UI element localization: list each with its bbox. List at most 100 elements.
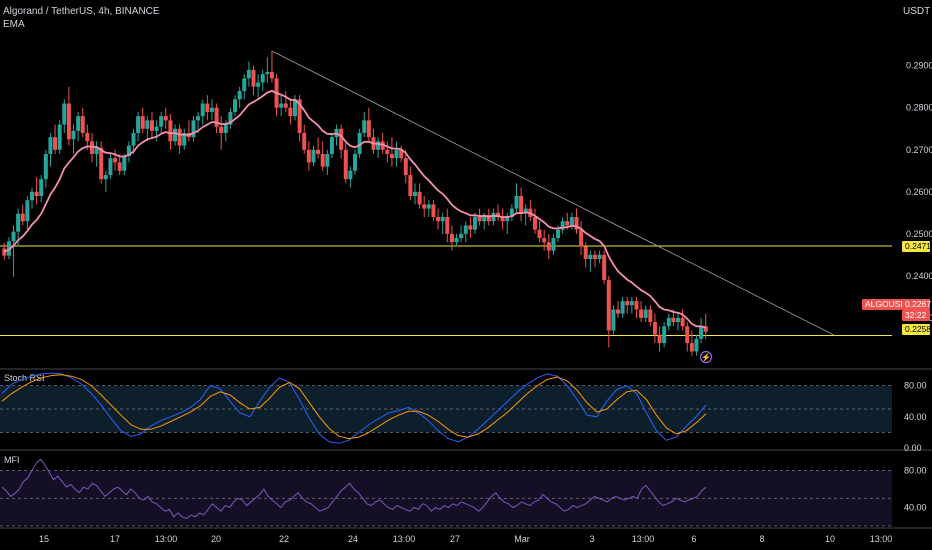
- candle-body[interactable]: [620, 301, 625, 314]
- candle-body[interactable]: [436, 217, 441, 222]
- candle-body[interactable]: [362, 120, 367, 133]
- candle-body[interactable]: [523, 208, 528, 213]
- candle-body[interactable]: [140, 116, 145, 129]
- candle-body[interactable]: [6, 241, 11, 256]
- candle-body[interactable]: [168, 120, 173, 142]
- candle-body[interactable]: [357, 132, 362, 154]
- candle-body[interactable]: [25, 200, 30, 222]
- stoch-title[interactable]: Stoch RSI: [4, 373, 45, 383]
- candle-body[interactable]: [136, 116, 141, 133]
- candle-body[interactable]: [676, 317, 681, 323]
- candle-body[interactable]: [556, 229, 561, 239]
- candle-body[interactable]: [560, 221, 565, 230]
- candle-body[interactable]: [214, 107, 219, 127]
- candle-body[interactable]: [80, 116, 85, 133]
- candle-body[interactable]: [39, 179, 44, 196]
- candle-body[interactable]: [519, 196, 524, 213]
- candle-body[interactable]: [320, 153, 325, 167]
- candle-body[interactable]: [611, 309, 616, 331]
- candle-body[interactable]: [426, 204, 431, 209]
- candle-body[interactable]: [454, 238, 459, 243]
- candle-body[interactable]: [316, 149, 321, 154]
- candle-body[interactable]: [103, 174, 108, 180]
- candle-body[interactable]: [191, 120, 196, 138]
- candle-body[interactable]: [53, 137, 58, 150]
- candle-body[interactable]: [34, 191, 39, 196]
- candle-body[interactable]: [246, 69, 251, 79]
- candle-body[interactable]: [440, 217, 445, 222]
- candle-body[interactable]: [163, 116, 168, 121]
- candle-body[interactable]: [94, 147, 99, 154]
- candle-body[interactable]: [256, 82, 261, 87]
- candle-body[interactable]: [412, 191, 417, 196]
- candle-body[interactable]: [265, 72, 270, 75]
- candle-body[interactable]: [399, 149, 404, 159]
- candle-body[interactable]: [343, 149, 348, 180]
- candle-body[interactable]: [219, 126, 224, 133]
- candle-body[interactable]: [592, 254, 597, 260]
- alert-icon[interactable]: [699, 350, 713, 364]
- stoch-series-line[interactable]: [1, 374, 707, 440]
- candle-body[interactable]: [666, 317, 671, 327]
- candle-body[interactable]: [389, 153, 394, 159]
- candle-body[interactable]: [542, 238, 547, 243]
- candle-body[interactable]: [348, 170, 353, 180]
- candle-body[interactable]: [496, 212, 501, 218]
- candle-body[interactable]: [445, 217, 450, 234]
- candle-body[interactable]: [537, 229, 542, 239]
- candle-body[interactable]: [251, 69, 256, 87]
- candle-body[interactable]: [699, 326, 704, 339]
- candle-body[interactable]: [468, 225, 473, 230]
- ema-indicator-label[interactable]: EMA: [3, 19, 25, 30]
- candle-body[interactable]: [588, 254, 593, 260]
- candle-body[interactable]: [385, 149, 390, 154]
- candle-body[interactable]: [329, 137, 334, 154]
- candle-body[interactable]: [509, 208, 514, 218]
- candle-body[interactable]: [546, 242, 551, 251]
- candle-body[interactable]: [48, 137, 53, 154]
- candle-body[interactable]: [643, 309, 648, 318]
- candle-body[interactable]: [209, 107, 214, 112]
- candle-body[interactable]: [76, 116, 81, 131]
- candle-body[interactable]: [606, 280, 611, 331]
- candle-body[interactable]: [288, 107, 293, 117]
- candle-body[interactable]: [302, 132, 307, 150]
- candle-body[interactable]: [353, 153, 357, 171]
- candle-body[interactable]: [459, 233, 464, 239]
- candle-body[interactable]: [376, 141, 381, 150]
- candle-body[interactable]: [662, 326, 667, 344]
- candle-body[interactable]: [634, 301, 639, 310]
- candle-body[interactable]: [149, 120, 154, 131]
- candle-body[interactable]: [394, 149, 399, 159]
- candle-body[interactable]: [117, 162, 122, 171]
- candle-body[interactable]: [486, 214, 491, 222]
- candle-body[interactable]: [680, 317, 685, 327]
- candle-body[interactable]: [242, 78, 247, 91]
- candle-body[interactable]: [671, 317, 676, 323]
- candle-body[interactable]: [99, 147, 104, 180]
- candle-body[interactable]: [237, 90, 242, 100]
- candle-body[interactable]: [449, 233, 454, 243]
- candle-body[interactable]: [71, 130, 76, 140]
- candle-body[interactable]: [602, 254, 607, 281]
- candle-body[interactable]: [417, 191, 422, 205]
- candle-body[interactable]: [126, 145, 131, 157]
- candle-body[interactable]: [569, 217, 574, 226]
- candle-body[interactable]: [472, 217, 477, 230]
- trendline[interactable]: [271, 50, 836, 336]
- candle-body[interactable]: [703, 326, 708, 332]
- candle-body[interactable]: [408, 174, 413, 196]
- candle-body[interactable]: [597, 254, 602, 260]
- candle-body[interactable]: [306, 149, 311, 163]
- candle-body[interactable]: [579, 229, 584, 247]
- candle-body[interactable]: [196, 116, 201, 121]
- candle-body[interactable]: [29, 191, 34, 201]
- candle-body[interactable]: [228, 111, 233, 125]
- candle-body[interactable]: [293, 99, 298, 117]
- candle-body[interactable]: [57, 124, 62, 150]
- candle-body[interactable]: [403, 158, 408, 175]
- candle-body[interactable]: [182, 132, 187, 146]
- candle-body[interactable]: [339, 128, 344, 150]
- candle-body[interactable]: [616, 309, 621, 314]
